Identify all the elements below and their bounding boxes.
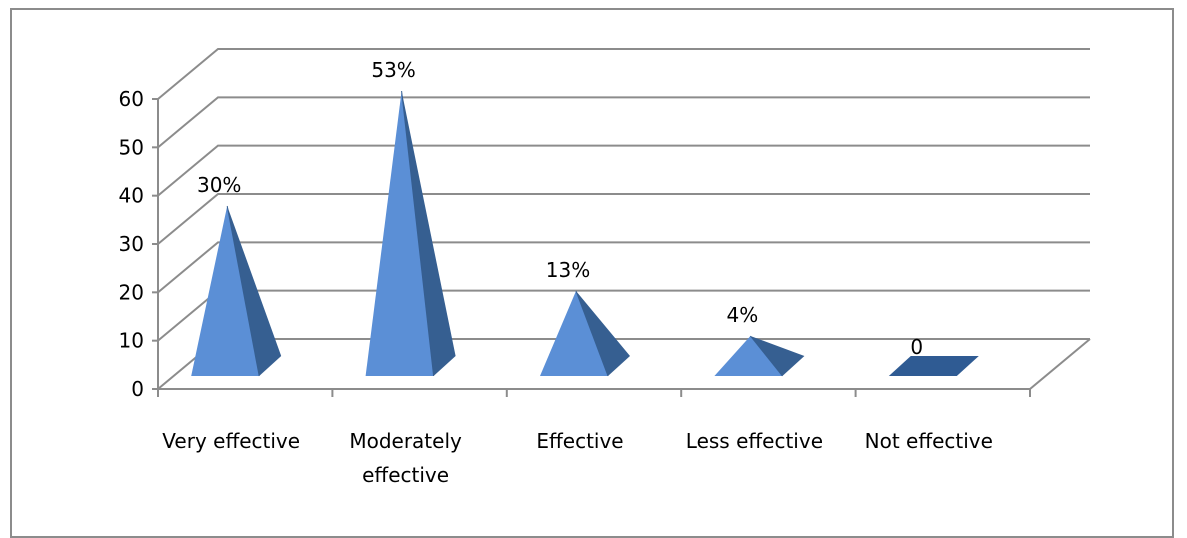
x-tick-label: Not effective [865,429,993,453]
bar-side-face [401,91,456,376]
gridlines [157,48,1090,390]
data-label: 0 [910,335,923,359]
bar-front-face [191,206,260,376]
y-tick-label: 10 [119,329,144,353]
axes [152,98,1091,397]
y-tick-label: 20 [119,280,144,304]
x-tick-label: Less effective [686,429,823,453]
bar [191,205,282,377]
floor-edge [1029,338,1091,390]
data-label: 30% [197,173,241,197]
gridline [157,193,1090,245]
bar-side-face [750,336,805,376]
x-tick-label: Moderately effective [349,429,462,487]
y-tick-label: 0 [131,377,144,401]
gridline [157,289,1090,342]
bar-front-face [540,291,608,376]
bar [888,356,979,376]
x-tick-labels: Very effective Moderately effective Effecti… [162,429,993,487]
bar-edge [750,335,783,377]
y-tick-label: 50 [119,135,144,159]
bar [714,335,805,377]
bar-flat-base [888,356,979,376]
bar-front-face [714,336,783,376]
gridline [157,144,1090,197]
bar [540,290,630,377]
bar-edge [575,290,609,377]
y-tick-label: 30 [119,232,144,256]
bar-edge [401,90,435,377]
bar-side-face [227,206,282,376]
bar-side-face [576,291,630,376]
bar-edge [226,205,260,377]
bar [365,90,456,377]
x-tick-label: Effective [536,429,623,453]
gridline [157,48,1090,100]
x-tick-label: Very effective [162,429,300,453]
data-label: 13% [546,258,590,282]
data-label: 4% [727,303,759,327]
y-tick-labels: 0 10 20 30 40 50 60 [119,87,144,401]
data-label: 53% [371,58,415,82]
bar-front-face [365,91,434,376]
bars [191,90,979,377]
gridline [157,96,1090,149]
data-labels: 30% 53% 13% 4% 0 [197,58,923,359]
gridline [157,241,1090,294]
y-tick-label: 60 [119,87,144,111]
y-tick-label: 40 [119,184,144,208]
